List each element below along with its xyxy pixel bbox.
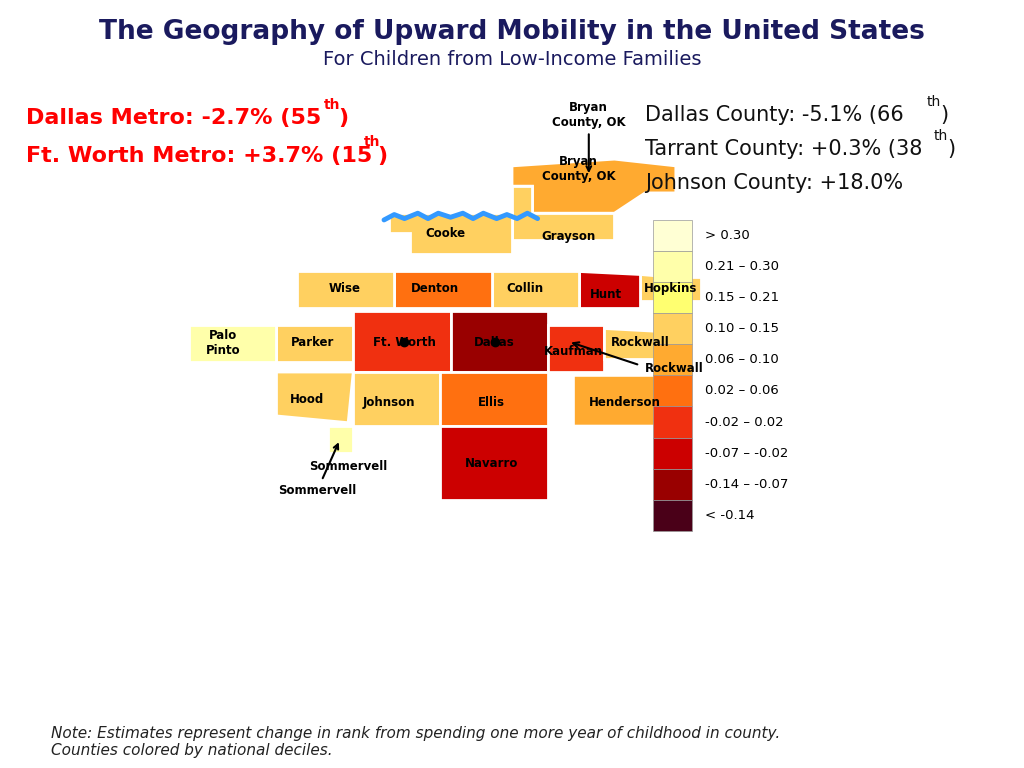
Text: -0.14 – -0.07: -0.14 – -0.07 <box>705 478 787 491</box>
Polygon shape <box>512 186 614 240</box>
Text: Hopkins: Hopkins <box>644 283 697 296</box>
Text: Parker: Parker <box>291 336 334 349</box>
Bar <box>653 500 692 531</box>
Polygon shape <box>353 311 451 372</box>
Polygon shape <box>276 372 353 422</box>
Text: -0.07 – -0.02: -0.07 – -0.02 <box>705 447 787 459</box>
Text: Johnson County: +18.0%: Johnson County: +18.0% <box>645 173 903 193</box>
Text: Sommervell: Sommervell <box>279 444 356 497</box>
Text: Denton: Denton <box>412 283 459 296</box>
Polygon shape <box>189 325 276 362</box>
Text: Ft. Worth Metro: +3.7% (15: Ft. Worth Metro: +3.7% (15 <box>26 146 372 166</box>
Polygon shape <box>451 311 548 372</box>
Bar <box>653 251 692 282</box>
Text: -0.02 – 0.02: -0.02 – 0.02 <box>705 415 783 429</box>
Text: Cooke: Cooke <box>425 227 466 240</box>
Bar <box>653 220 692 251</box>
Text: > 0.30: > 0.30 <box>705 229 750 242</box>
Text: Henderson: Henderson <box>589 396 660 409</box>
Text: th: th <box>364 135 380 150</box>
Text: Johnson: Johnson <box>362 396 416 409</box>
Text: 0.21 – 0.30: 0.21 – 0.30 <box>705 260 778 273</box>
Polygon shape <box>573 376 676 426</box>
Polygon shape <box>440 426 548 501</box>
Text: Hood: Hood <box>290 392 325 406</box>
Text: Note: Estimates represent change in rank from spending one more year of childhoo: Note: Estimates represent change in rank… <box>51 726 780 758</box>
Text: Dallas Metro: -2.7% (55: Dallas Metro: -2.7% (55 <box>26 108 321 128</box>
Polygon shape <box>440 372 548 426</box>
Text: The Geography of Upward Mobility in the United States: The Geography of Upward Mobility in the … <box>99 19 925 45</box>
Text: Wise: Wise <box>329 283 361 296</box>
Text: Rockwall: Rockwall <box>610 336 670 349</box>
Polygon shape <box>548 325 604 372</box>
Bar <box>653 468 692 500</box>
Polygon shape <box>353 372 440 426</box>
Text: < -0.14: < -0.14 <box>705 508 754 521</box>
Text: Dallas County: -5.1% (66: Dallas County: -5.1% (66 <box>645 105 904 125</box>
Bar <box>653 282 692 313</box>
Text: Rockwall: Rockwall <box>645 362 703 375</box>
Text: ): ) <box>338 108 348 128</box>
Text: Hunt: Hunt <box>590 288 623 301</box>
Text: 0.02 – 0.06: 0.02 – 0.06 <box>705 385 778 398</box>
Bar <box>653 376 692 406</box>
Text: Ft. Worth: Ft. Worth <box>373 336 436 349</box>
Text: th: th <box>934 129 948 143</box>
Text: Bryan
County, OK: Bryan County, OK <box>542 155 615 184</box>
Polygon shape <box>276 325 353 362</box>
Text: Tarrant County: +0.3% (38: Tarrant County: +0.3% (38 <box>645 139 923 159</box>
Text: ): ) <box>940 105 948 125</box>
Text: Kaufman: Kaufman <box>544 346 603 358</box>
Text: For Children from Low-Income Families: For Children from Low-Income Families <box>323 50 701 69</box>
Text: 0.10 – 0.15: 0.10 – 0.15 <box>705 323 778 336</box>
Text: th: th <box>324 98 340 112</box>
Text: Ellis: Ellis <box>478 396 505 409</box>
Bar <box>653 313 692 344</box>
Text: Grayson: Grayson <box>542 230 595 243</box>
Text: 0.06 – 0.10: 0.06 – 0.10 <box>705 353 778 366</box>
Text: Dallas: Dallas <box>474 336 515 349</box>
Bar <box>653 406 692 438</box>
Text: Palo
Pinto: Palo Pinto <box>206 329 241 357</box>
Polygon shape <box>389 214 512 253</box>
Polygon shape <box>492 270 579 308</box>
Text: Collin: Collin <box>507 283 544 296</box>
Polygon shape <box>604 328 660 359</box>
Polygon shape <box>297 270 394 308</box>
Bar <box>653 438 692 468</box>
Text: Navarro: Navarro <box>465 457 518 470</box>
Text: Sommervell: Sommervell <box>309 460 387 473</box>
Text: Bryan
County, OK: Bryan County, OK <box>552 101 626 171</box>
Text: th: th <box>927 95 941 109</box>
Polygon shape <box>640 274 701 301</box>
Polygon shape <box>328 426 353 453</box>
Bar <box>653 344 692 376</box>
Text: ): ) <box>377 146 387 166</box>
Text: ): ) <box>947 139 955 159</box>
Text: 0.15 – 0.21: 0.15 – 0.21 <box>705 291 778 304</box>
Polygon shape <box>394 270 492 308</box>
Polygon shape <box>512 159 676 214</box>
Polygon shape <box>579 270 640 308</box>
